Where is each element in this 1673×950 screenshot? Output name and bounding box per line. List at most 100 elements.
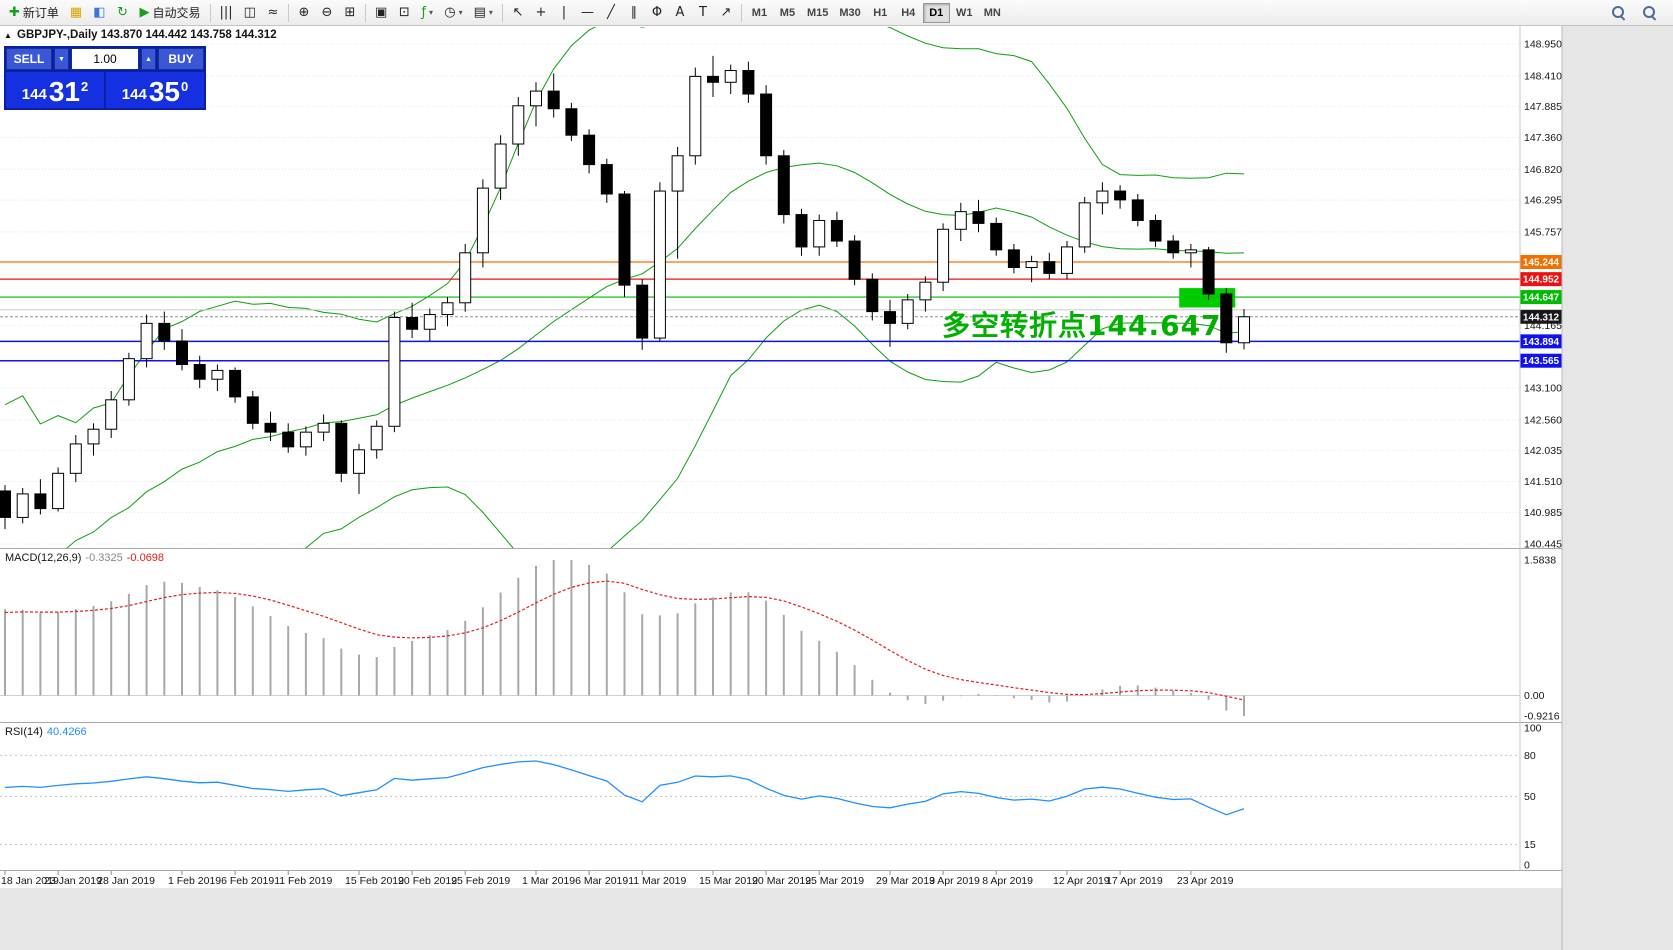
toolbar-right-group xyxy=(1605,2,1669,24)
candlestick-chart-icon: ◫ xyxy=(243,5,256,20)
sell-price[interactable]: 144 31 2 xyxy=(6,72,104,108)
rsi-axis-label: 15 xyxy=(1524,839,1536,851)
svg-text:11 Feb 2019: 11 Feb 2019 xyxy=(274,875,332,887)
cursor-icon[interactable]: ↖ xyxy=(507,2,529,24)
timeframe-h1[interactable]: H1 xyxy=(873,6,888,19)
right-gutter xyxy=(1562,26,1673,950)
macd-axis-label: -0.9216 xyxy=(1524,711,1560,723)
market-watch-icon[interactable]: ▦ xyxy=(65,2,87,24)
text-icon: A xyxy=(675,5,685,20)
bar-chart-icon: ||| xyxy=(219,5,233,20)
toolbar-separator xyxy=(501,3,503,22)
line-chart-icon[interactable]: ≈ xyxy=(262,2,284,24)
timeframe-d1[interactable]: D1 xyxy=(922,2,950,23)
new-chart-icon[interactable]: ⊡ xyxy=(393,2,415,24)
one-click-collapse-arrow[interactable]: ▲ xyxy=(4,31,12,40)
timeframe-mn[interactable]: MN xyxy=(983,6,1001,19)
svg-text:25 Feb 2019: 25 Feb 2019 xyxy=(451,875,510,887)
line-chart-icon: ≈ xyxy=(267,5,279,20)
refresh-icon[interactable]: ↻ xyxy=(112,2,134,24)
svg-text:146.820: 146.820 xyxy=(1524,164,1562,176)
sell-button[interactable]: SELL xyxy=(6,48,52,70)
toolbar-separator xyxy=(209,3,211,22)
templates-button: ▤ xyxy=(473,5,486,20)
tile-windows-icon: ▣ xyxy=(374,5,388,20)
buy-price[interactable]: 144 35 0 xyxy=(106,72,204,108)
timeframe-w1[interactable]: W1 xyxy=(956,6,973,19)
svg-text:23 Jan 2019: 23 Jan 2019 xyxy=(44,875,102,887)
text-label-icon: T xyxy=(698,5,707,20)
svg-text:140.445: 140.445 xyxy=(1524,539,1562,551)
macd-name: MACD(12,26,9) xyxy=(5,552,82,564)
svg-text:143.565: 143.565 xyxy=(1523,356,1560,367)
text-label-icon[interactable]: T xyxy=(692,2,714,24)
timeframe-m5[interactable]: M5 xyxy=(779,6,796,19)
sell-price-prefix: 144 xyxy=(21,86,47,103)
templates-button[interactable]: ▤ ▾ xyxy=(469,2,498,24)
timeframe-m15[interactable]: M15 xyxy=(806,6,829,19)
zoom-out-icon: ⊖ xyxy=(321,5,333,20)
quick-search-icon xyxy=(1641,4,1658,21)
svg-text:11 Mar 2019: 11 Mar 2019 xyxy=(628,875,686,887)
text-icon[interactable]: A xyxy=(669,2,691,24)
svg-text:15 Mar 2019: 15 Mar 2019 xyxy=(699,875,758,887)
chart-search-icon[interactable] xyxy=(1605,2,1632,24)
svg-text:148.950: 148.950 xyxy=(1524,39,1562,51)
grid-icon: ⊞ xyxy=(344,5,356,20)
autotrading-button: ▶ xyxy=(139,5,150,20)
svg-text:29 Mar 2019: 29 Mar 2019 xyxy=(876,875,935,887)
svg-text:144.647: 144.647 xyxy=(1523,293,1560,304)
autotrading-button-label: 自动交易 xyxy=(152,6,201,20)
svg-text:15 Feb 2019: 15 Feb 2019 xyxy=(345,875,404,887)
rsi-axis-label: 80 xyxy=(1524,750,1536,762)
indicators-button: ƒ xyxy=(421,5,427,20)
timeframe-m30[interactable]: M30 xyxy=(839,6,861,19)
svg-text:142.560: 142.560 xyxy=(1524,414,1562,426)
market-watch-icon: ▦ xyxy=(69,5,83,20)
channel-icon[interactable]: ∥ xyxy=(623,2,645,24)
macd-value-signal: -0.0698 xyxy=(126,552,165,564)
macd-histogram xyxy=(4,560,1245,716)
arrows-icon: ↗ xyxy=(720,5,732,20)
zoom-in-icon[interactable]: ⊕ xyxy=(293,2,315,24)
svg-text:6 Mar 2019: 6 Mar 2019 xyxy=(575,875,628,887)
volume-decrease-button[interactable]: ▼ xyxy=(54,48,69,70)
buy-price-point: 0 xyxy=(180,79,189,94)
svg-text:143.100: 143.100 xyxy=(1524,383,1562,395)
periods-button[interactable]: ◷ ▾ xyxy=(439,2,467,24)
zoom-in-icon: ⊕ xyxy=(298,5,310,20)
trendline-icon[interactable]: ╱ xyxy=(600,2,622,24)
periods-button: ◷ xyxy=(444,5,456,20)
buy-button[interactable]: BUY xyxy=(158,48,204,70)
vertical-line-icon[interactable]: | xyxy=(553,2,575,24)
svg-text:148.410: 148.410 xyxy=(1524,70,1562,82)
grid-icon[interactable]: ⊞ xyxy=(339,2,361,24)
svg-text:12 Apr 2019: 12 Apr 2019 xyxy=(1053,875,1110,887)
candlestick-chart-icon[interactable]: ◫ xyxy=(239,2,261,24)
arrows-icon[interactable]: ↗ xyxy=(715,2,737,24)
volume-input[interactable] xyxy=(71,48,139,70)
toolbar-separator xyxy=(740,3,742,22)
chevron-down-icon: ▾ xyxy=(488,8,493,17)
autotrading-button[interactable]: ▶ 自动交易 xyxy=(135,2,206,24)
channel-icon: ∥ xyxy=(630,5,638,20)
svg-text:147.885: 147.885 xyxy=(1524,101,1562,113)
zoom-out-icon[interactable]: ⊖ xyxy=(316,2,338,24)
tile-windows-icon[interactable]: ▣ xyxy=(370,2,392,24)
timeframe-m1[interactable]: M1 xyxy=(751,6,768,19)
quick-search-icon[interactable] xyxy=(1636,2,1663,24)
fibonacci-icon[interactable]: Φ xyxy=(646,2,668,24)
volume-increase-button[interactable]: ▲ xyxy=(141,48,156,70)
horizontal-line-icon[interactable]: — xyxy=(576,2,599,24)
community-icon: ◧ xyxy=(93,5,106,20)
crosshair-icon[interactable]: + xyxy=(530,2,552,24)
new-order-button[interactable]: ✚ 新订单 xyxy=(4,2,64,24)
rsi-axis-label: 0 xyxy=(1524,860,1530,872)
community-icon[interactable]: ◧ xyxy=(88,2,110,24)
svg-text:146.295: 146.295 xyxy=(1524,195,1562,207)
bar-chart-icon[interactable]: ||| xyxy=(215,2,238,24)
timeframe-h4[interactable]: H4 xyxy=(901,6,916,19)
svg-text:144.312: 144.312 xyxy=(1523,312,1560,323)
indicators-button[interactable]: ƒ ▾ xyxy=(416,2,438,24)
